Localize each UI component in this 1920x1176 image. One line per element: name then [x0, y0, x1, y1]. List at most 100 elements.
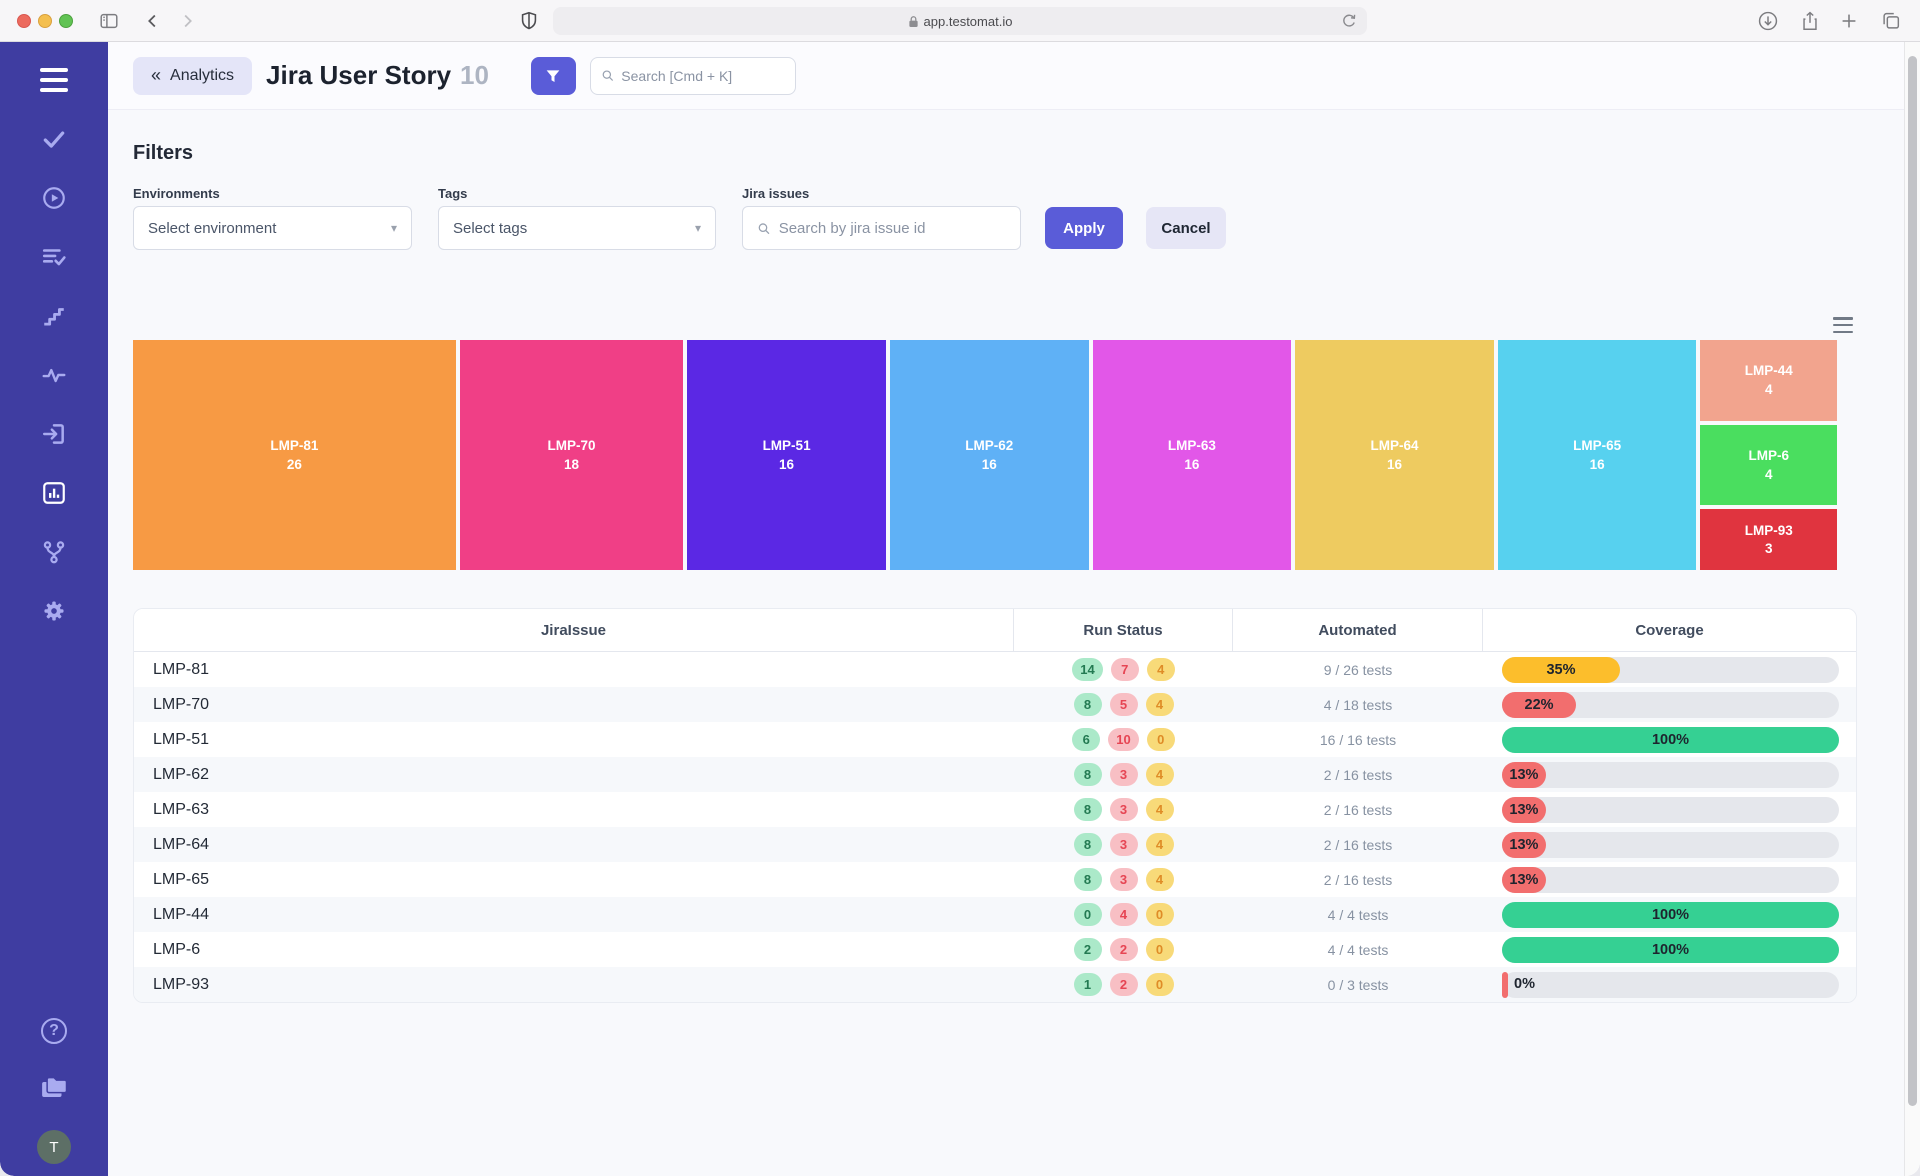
- app-sidebar: ? T: [0, 42, 108, 1176]
- table-row-lmp-65[interactable]: LMP-65 8 3 4 2 / 16 tests 13%: [134, 862, 1856, 897]
- privacy-shield-icon[interactable]: [518, 10, 540, 32]
- issue-id[interactable]: LMP-93: [153, 975, 210, 993]
- downloads-icon[interactable]: [1757, 10, 1779, 32]
- jira-issue-search[interactable]: [742, 206, 1021, 250]
- sidebar-item-tests[interactable]: [41, 126, 67, 152]
- sidebar-item-settings[interactable]: [41, 598, 67, 624]
- double-chevron-left-icon: «: [151, 65, 162, 85]
- coverage-cell: 100%: [1483, 932, 1856, 967]
- table-row-lmp-6[interactable]: LMP-6 2 2 0 4 / 4 tests 100%: [134, 932, 1856, 967]
- coverage-label: 13%: [1509, 801, 1539, 818]
- minimize-window-button[interactable]: [38, 14, 52, 28]
- failed-badge: 2: [1109, 973, 1138, 996]
- issue-id[interactable]: LMP-6: [153, 940, 201, 958]
- issue-id[interactable]: LMP-51: [153, 730, 210, 748]
- address-bar[interactable]: app.testomat.io: [553, 7, 1367, 35]
- passed-badge: 8: [1073, 693, 1102, 716]
- column-header-coverage[interactable]: Coverage: [1635, 621, 1704, 639]
- zoom-window-button[interactable]: [59, 14, 73, 28]
- sidebar-toggle-icon[interactable]: [98, 10, 120, 32]
- share-icon[interactable]: [1799, 10, 1821, 32]
- treemap-tile-lmp-70[interactable]: LMP-70 18: [459, 340, 684, 570]
- user-avatar[interactable]: T: [37, 1130, 71, 1164]
- back-button[interactable]: [142, 10, 164, 32]
- treemap-tile-lmp-64[interactable]: LMP-64 16: [1295, 340, 1494, 570]
- tab-overview-icon[interactable]: [1880, 10, 1902, 32]
- projects-folder-icon[interactable]: [39, 1072, 69, 1102]
- filter-button[interactable]: [530, 56, 576, 95]
- treemap-tile-lmp-63[interactable]: LMP-63 16: [1092, 340, 1292, 570]
- reload-icon[interactable]: [1339, 11, 1359, 31]
- coverage-cell: 0%: [1483, 967, 1856, 1002]
- back-to-analytics-button[interactable]: « Analytics: [133, 56, 253, 95]
- menu-icon[interactable]: [40, 68, 68, 92]
- failed-badge: 4: [1109, 903, 1138, 926]
- tile-value: 4: [1764, 466, 1773, 482]
- table-row-lmp-62[interactable]: LMP-62 8 3 4 2 / 16 tests 13%: [134, 757, 1856, 792]
- passed-badge: 8: [1073, 868, 1102, 891]
- tags-select[interactable]: Select tags ▾: [438, 206, 716, 250]
- chart-context-menu-icon[interactable]: [1833, 317, 1853, 333]
- issue-id[interactable]: LMP-65: [153, 870, 210, 888]
- coverage-bar: 0%: [1502, 971, 1839, 998]
- table-row-lmp-70[interactable]: LMP-70 8 5 4 4 / 18 tests 22%: [134, 687, 1856, 722]
- treemap-tile-lmp-62[interactable]: LMP-62 16: [889, 340, 1089, 570]
- skipped-badge: 4: [1145, 798, 1174, 821]
- issue-id[interactable]: LMP-70: [153, 695, 210, 713]
- failed-badge: 3: [1109, 868, 1138, 891]
- automated-count: 9 / 26 tests: [1323, 661, 1393, 678]
- forward-button[interactable]: [176, 10, 198, 32]
- table-row-lmp-64[interactable]: LMP-64 8 3 4 2 / 16 tests 13%: [134, 827, 1856, 862]
- column-header-automated[interactable]: Automated: [1233, 609, 1483, 651]
- issue-id[interactable]: LMP-44: [153, 905, 210, 923]
- treemap-tile-lmp-81[interactable]: LMP-81 26: [133, 340, 456, 570]
- sidebar-item-import[interactable]: [41, 421, 67, 447]
- automated-count: 4 / 4 tests: [1327, 941, 1389, 958]
- help-icon[interactable]: ?: [41, 1018, 67, 1044]
- close-window-button[interactable]: [17, 14, 31, 28]
- column-header-jiraissue[interactable]: JiraIssue: [134, 609, 1014, 651]
- coverage-cell: 35%: [1483, 652, 1856, 687]
- global-search-input[interactable]: [621, 67, 785, 84]
- treemap-tile-lmp-6[interactable]: LMP-6 4: [1700, 424, 1838, 506]
- tile-label: LMP-93: [1744, 522, 1793, 538]
- scrollbar-thumb[interactable]: [1908, 56, 1917, 1106]
- table-row-lmp-63[interactable]: LMP-63 8 3 4 2 / 16 tests 13%: [134, 792, 1856, 827]
- treemap-tile-lmp-51[interactable]: LMP-51 16: [687, 340, 886, 570]
- column-header-run-status[interactable]: Run Status: [1014, 609, 1233, 651]
- treemap-tile-lmp-65[interactable]: LMP-65 16: [1497, 340, 1697, 570]
- issue-id[interactable]: LMP-64: [153, 835, 210, 853]
- sidebar-item-branches[interactable]: [41, 539, 67, 565]
- table-row-lmp-93[interactable]: LMP-93 1 2 0 0 / 3 tests 0%: [134, 967, 1856, 1002]
- scrollbar-track[interactable]: [1904, 42, 1920, 1176]
- table-row-lmp-44[interactable]: LMP-44 0 4 0 4 / 4 tests 100%: [134, 897, 1856, 932]
- tile-label: LMP-65: [1573, 438, 1622, 453]
- apply-button[interactable]: Apply: [1045, 207, 1123, 249]
- issue-id[interactable]: LMP-63: [153, 800, 210, 818]
- cancel-button[interactable]: Cancel: [1146, 207, 1226, 249]
- new-tab-icon[interactable]: [1838, 10, 1860, 32]
- automated-count: 2 / 16 tests: [1323, 836, 1393, 853]
- bar-chart-icon: [43, 482, 65, 504]
- sidebar-item-test-plans[interactable]: [41, 244, 67, 270]
- sidebar-item-analytics[interactable]: [41, 480, 67, 506]
- environment-select[interactable]: Select environment ▾: [133, 206, 412, 250]
- treemap-column: LMP-81 26: [133, 340, 456, 570]
- issue-id[interactable]: LMP-81: [153, 660, 210, 678]
- treemap-tile-lmp-44[interactable]: LMP-44 4: [1700, 340, 1838, 421]
- coverage-bar: 35%: [1502, 656, 1839, 683]
- passed-badge: 8: [1073, 798, 1102, 821]
- global-search[interactable]: [589, 56, 796, 95]
- folders-icon: [42, 1076, 68, 1097]
- issue-id[interactable]: LMP-62: [153, 765, 210, 783]
- jira-issue-search-input[interactable]: [778, 219, 1006, 237]
- table-row-lmp-81[interactable]: LMP-81 14 7 4 9 / 26 tests 35%: [134, 652, 1856, 687]
- sidebar-item-pulse[interactable]: [41, 362, 67, 388]
- sidebar-item-runs[interactable]: [41, 185, 67, 211]
- treemap-tile-lmp-93[interactable]: LMP-93 3: [1700, 509, 1838, 571]
- table-row-lmp-51[interactable]: LMP-51 6 10 0 16 / 16 tests 100%: [134, 722, 1856, 757]
- coverage-fill: [1502, 971, 1509, 998]
- sidebar-item-steps[interactable]: [41, 303, 67, 329]
